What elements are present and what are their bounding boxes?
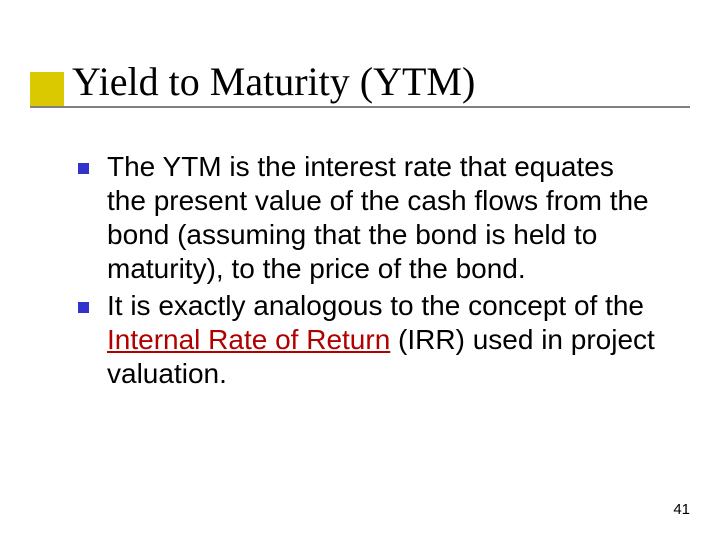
bullet-item: It is exactly analogous to the concept o… [78,289,660,391]
square-bullet-icon [78,302,89,313]
bullet-text-prefix: It is exactly analogous to the concept o… [107,290,644,321]
square-bullet-icon [78,163,89,174]
title-underline [30,106,690,108]
bullet-text: It is exactly analogous to the concept o… [107,289,660,391]
slide: Yield to Maturity (YTM) The YTM is the i… [0,0,720,540]
page-number: 41 [673,501,690,518]
title-accent-square [30,72,64,106]
title-region: Yield to Maturity (YTM) [30,58,690,118]
bullet-item: The YTM is the interest rate that equate… [78,150,660,287]
body-region: The YTM is the interest rate that equate… [78,150,660,393]
slide-title: Yield to Maturity (YTM) [72,58,475,105]
bullet-text: The YTM is the interest rate that equate… [107,150,660,287]
underlined-term: Internal Rate of Return [107,324,390,355]
